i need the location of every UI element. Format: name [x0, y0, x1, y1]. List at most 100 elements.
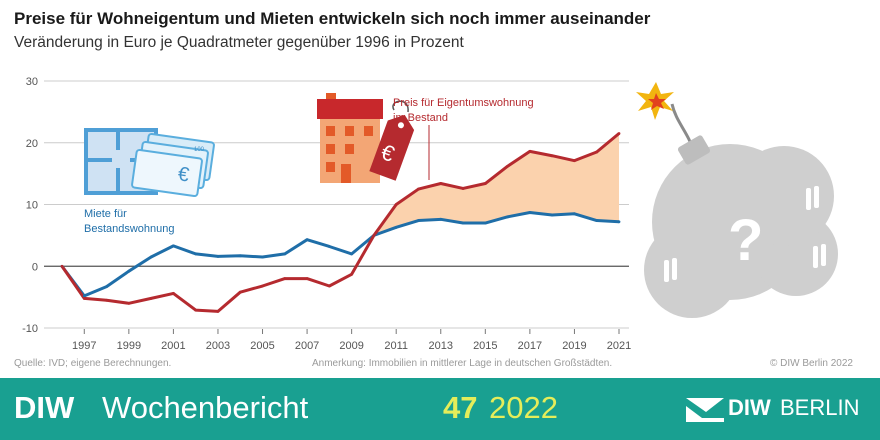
y-tick-label: -10 [22, 323, 38, 335]
euro-symbol: € [176, 163, 190, 186]
chart-subtitle: Veränderung in Euro je Quadratmeter gege… [14, 34, 464, 51]
rent-point [573, 212, 576, 216]
footer-issue-number: 47 [443, 390, 478, 425]
footer-logo-text-right: BERLIN [780, 395, 860, 420]
rent-point [461, 221, 465, 225]
rent-series-line [60, 211, 620, 298]
copyright-note: © DIW Berlin 2022 [770, 358, 853, 369]
x-tick-label: 2007 [295, 340, 319, 352]
x-tick-label: 2009 [339, 340, 363, 352]
rent-point [238, 254, 242, 258]
line-chart: -10 0 10 20 30 1997 1999 2001 2003 2005 2007 2009 2… [22, 76, 838, 352]
bomb-icon: ? [636, 82, 838, 318]
remark-note: Anmerkung: Immobilien in mittlerer Lage … [312, 358, 613, 369]
footer-bar: DIW Wochenbericht 47 2022 DIW BERLIN [0, 378, 880, 440]
rent-point [617, 220, 621, 224]
ownership-point [573, 159, 576, 163]
ownership-point [261, 284, 264, 288]
x-tick-label: 2019 [562, 340, 586, 352]
rent-point [172, 244, 175, 248]
ownership-point [595, 150, 599, 154]
price-tag-icon: € [369, 100, 415, 181]
ownership-point [372, 233, 376, 237]
banknote-value: 100 [194, 147, 205, 153]
ownership-point [350, 272, 354, 276]
rent-point [105, 285, 108, 289]
rent-point [261, 255, 264, 259]
ownership-label-line-2: im Bestand [393, 112, 448, 124]
ownership-point [617, 132, 621, 135]
ownership-point [394, 203, 398, 206]
rent-point [506, 215, 509, 219]
rent-point [483, 221, 487, 225]
ownership-point [238, 290, 242, 294]
footer-brand: DIW [14, 390, 75, 425]
rent-point [528, 211, 532, 214]
footer-logo-text-left: DIW [728, 395, 771, 420]
rent-point [350, 252, 354, 256]
bomb-question-mark: ? [728, 208, 763, 273]
ownership-point [127, 301, 131, 305]
rent-point [439, 217, 443, 221]
ownership-point [550, 154, 554, 158]
rent-point [417, 219, 420, 222]
gap-area [373, 133, 619, 236]
ownership-series-label: Preis für Eigentumswohnung im Bestand [393, 97, 537, 124]
diw-logo-icon [686, 398, 724, 422]
house-icon [317, 93, 383, 183]
y-axis-ticks: -10 0 10 20 30 [22, 76, 38, 335]
rent-point [82, 294, 86, 298]
rent-point [595, 219, 599, 222]
ownership-label-line-1: Preis für Eigentumswohnung [393, 97, 534, 109]
rent-label-line-2: Bestandswohnung [84, 223, 175, 235]
series-lines [60, 132, 620, 313]
chart-title: Preise für Wohneigentum und Mieten entwi… [14, 9, 651, 28]
rent-series-label: Miete für Bestandswohnung [84, 208, 175, 235]
y-tick-label: 0 [32, 261, 38, 273]
rent-point [194, 252, 198, 256]
ownership-point [60, 264, 64, 268]
ownership-point [105, 298, 108, 302]
y-tick-label: 10 [26, 200, 38, 212]
ownership-point [483, 182, 487, 185]
shaded-gap-area [373, 133, 619, 236]
ownership-point [216, 309, 220, 313]
footer-publication: Wochenbericht [102, 390, 309, 425]
rent-point [327, 245, 331, 248]
ownership-point [528, 149, 532, 153]
rent-point [550, 213, 554, 217]
x-tick-label: 2011 [384, 340, 408, 352]
y-tick-label: 20 [26, 138, 38, 150]
x-axis-ticks: 1997 1999 2001 2003 2005 2007 2009 2011 2013 2015… [72, 329, 631, 352]
x-tick-label: 1997 [72, 340, 96, 352]
rent-point [127, 269, 131, 273]
series-points [60, 132, 621, 313]
x-tick-label: 2021 [607, 340, 631, 352]
ownership-point [327, 284, 331, 288]
source-note: Quelle: IVD; eigene Berechnungen. [14, 358, 172, 369]
footer-year: 2022 [489, 390, 558, 425]
x-tick-label: 2017 [518, 340, 542, 352]
rent-point [305, 238, 309, 242]
banknotes-icon: € 100 [131, 132, 215, 198]
ownership-point [283, 277, 287, 280]
ownership-point [506, 164, 509, 168]
ownership-point [172, 292, 175, 295]
ownership-point [439, 182, 443, 185]
ownership-point [194, 308, 198, 312]
ownership-point [82, 296, 86, 300]
ownership-point [149, 296, 153, 300]
x-tick-label: 2001 [161, 340, 185, 352]
rent-point [394, 225, 398, 229]
x-tick-label: 2015 [473, 340, 497, 352]
x-tick-label: 2003 [206, 340, 230, 352]
ownership-point [305, 277, 309, 280]
ownership-point [461, 187, 465, 190]
x-tick-label: 2005 [250, 340, 274, 352]
spark-icon [636, 82, 674, 120]
rent-label-line-1: Miete für [84, 208, 127, 220]
ownership-series-line [60, 132, 620, 313]
ownership-point [417, 187, 420, 191]
x-tick-label: 2013 [429, 340, 453, 352]
